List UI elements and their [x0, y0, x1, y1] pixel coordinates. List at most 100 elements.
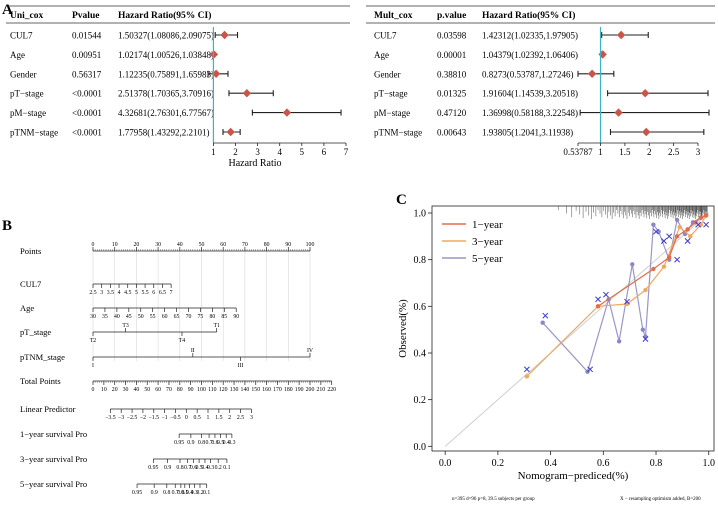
variable-label: Gender — [374, 69, 401, 79]
scale-tick-label: 10 — [112, 242, 118, 248]
p-value: 0.01325 — [437, 89, 467, 99]
p-value: <0.0001 — [72, 128, 102, 138]
variable-label: pTNM−stage — [10, 128, 58, 138]
scale-tick-label: 4 — [118, 290, 121, 296]
y-tick-label: 0.0 — [414, 442, 427, 453]
x-tick-label: 0.4 — [544, 458, 557, 469]
p-value: 0.00951 — [72, 50, 101, 60]
scale-tick-label: 0.6 — [177, 490, 184, 496]
scale-tick-label: −1.5 — [149, 415, 160, 421]
scale-tick-label: T2 — [90, 338, 97, 344]
scale-tick-label: 85 — [221, 314, 227, 320]
scale-tick-label: −0.5 — [170, 415, 181, 421]
hazard-ratio-ci: 1.93805(1.2041,3.11938) — [482, 128, 573, 138]
resample-cross — [595, 296, 601, 303]
resample-cross — [523, 366, 530, 373]
scale-tick-label: 0.9 — [164, 465, 171, 471]
series-point-1 — [595, 304, 601, 309]
x-tick-label: 7 — [344, 147, 349, 157]
scale-tick-label: −1 — [162, 415, 168, 421]
scale-tick-label: 0.8 — [176, 465, 183, 471]
scale-tick-label: 70 — [242, 242, 248, 248]
series-point-3 — [651, 222, 656, 227]
scale-tick-label: IV — [307, 348, 314, 354]
scale-tick-label: 50 — [144, 387, 150, 393]
scale-label: CUL7 — [20, 279, 41, 289]
scale-tick-label: 0.7 — [205, 440, 212, 446]
scale-tick-label: II — [191, 348, 195, 354]
x-tick-label: 3 — [696, 147, 701, 157]
table-header: Mult_cox — [374, 11, 413, 21]
forest-plot-univariate: Uni_cox Pvalue Hazard Ratio(95% CI) CUL7 0.0… — [6, 5, 350, 169]
scale-tick-label: −2.5 — [127, 415, 138, 421]
table-header: Uni_cox — [10, 11, 44, 21]
scale-tick-label: 5 — [135, 290, 138, 296]
scale-label: Total Points — [20, 376, 61, 386]
scale-tick-label: 0.6 — [190, 465, 197, 471]
variable-label: CUL7 — [10, 31, 33, 41]
scale-tick-label: 5.5 — [141, 290, 148, 296]
scale-tick-label: 0.4 — [223, 440, 230, 446]
panel-label-b: B — [2, 218, 12, 234]
scale-tick-label: 2 — [228, 415, 231, 421]
hazard-ratio-ci: 1.42312(1.02335,1.97905) — [482, 31, 578, 41]
scale-label: 3−year survival Pro — [20, 454, 87, 464]
scale-tick-label: 1 — [207, 415, 210, 421]
scale-tick-label: 70 — [166, 387, 172, 393]
series-point-1 — [703, 213, 709, 218]
variable-label: pM−stage — [374, 108, 410, 118]
scale-tick-label: 90 — [233, 314, 239, 320]
scale-tick-label: 80 — [264, 242, 270, 248]
scale-tick-label: 0.5 — [181, 490, 188, 496]
scale-tick-label: 0.1 — [203, 490, 210, 496]
resample-cross — [703, 221, 710, 228]
scale-tick-label: 30 — [123, 387, 129, 393]
resample-cross — [542, 312, 549, 319]
p-value: 0.01544 — [72, 31, 102, 41]
series-point-3 — [630, 262, 635, 267]
scale-tick-label: 0 — [92, 242, 95, 248]
scale-tick-label: 70 — [186, 314, 192, 320]
series-point-1 — [698, 215, 704, 220]
scale-label: Linear Predictor — [20, 404, 76, 414]
series-point-3 — [643, 334, 648, 339]
hazard-ratio-ci: 1.36998(0.58188,3.22548) — [482, 108, 578, 118]
p-value: 0.00001 — [437, 50, 466, 60]
panel-label-a: A — [2, 2, 13, 18]
hazard-ratio-ci: 1.50327(1.08086,2.09075) — [118, 31, 214, 41]
variable-label: pM−stage — [10, 108, 46, 118]
scale-tick-label: 100 — [306, 242, 315, 248]
scale-tick-label: 140 — [241, 387, 250, 393]
hazard-ratio-diamond — [642, 127, 651, 137]
scale-tick-label: 0.5 — [194, 415, 201, 421]
scale-tick-label: 200 — [306, 387, 315, 393]
scale-tick-label: 40 — [177, 242, 183, 248]
table-header: p.value — [437, 11, 466, 21]
p-value: 0.00643 — [437, 128, 467, 138]
p-value: 0.56317 — [72, 69, 102, 79]
scale-tick-label: 0.1 — [223, 465, 230, 471]
x-tick-label: 1.0 — [702, 458, 715, 469]
resample-cross — [624, 298, 630, 305]
table-header: Hazard Ratio(95% CI) — [118, 10, 211, 21]
scale-tick-label: 150 — [251, 387, 260, 393]
footnote-right: X − resampling optimism added, B=200 — [620, 497, 701, 502]
resample-cross — [660, 238, 667, 244]
series-point-3 — [640, 327, 646, 332]
hazard-ratio-diamond — [282, 108, 292, 117]
p-value: 0.47120 — [437, 108, 467, 118]
x-tick-label: 0.6 — [597, 458, 610, 469]
scale-tick-label: 50 — [199, 242, 205, 248]
scale-tick-label: 50 — [138, 314, 144, 320]
scale-tick-label: T4 — [179, 338, 186, 344]
scale-tick-label: 0.8 — [198, 440, 205, 446]
x-tick-label: 1 — [598, 147, 603, 157]
series-point-1 — [651, 266, 656, 272]
hazard-ratio-diamond — [587, 69, 597, 78]
x-tick-label: 0.2 — [492, 458, 505, 469]
hazard-ratio-ci: 1.12235(0.75891,1.65983) — [118, 69, 214, 79]
scale-tick-label: 100 — [197, 387, 206, 393]
scale-tick-label: 10 — [101, 387, 107, 393]
plot-frame — [431, 205, 715, 452]
scale-tick-label: 220 — [327, 387, 336, 393]
